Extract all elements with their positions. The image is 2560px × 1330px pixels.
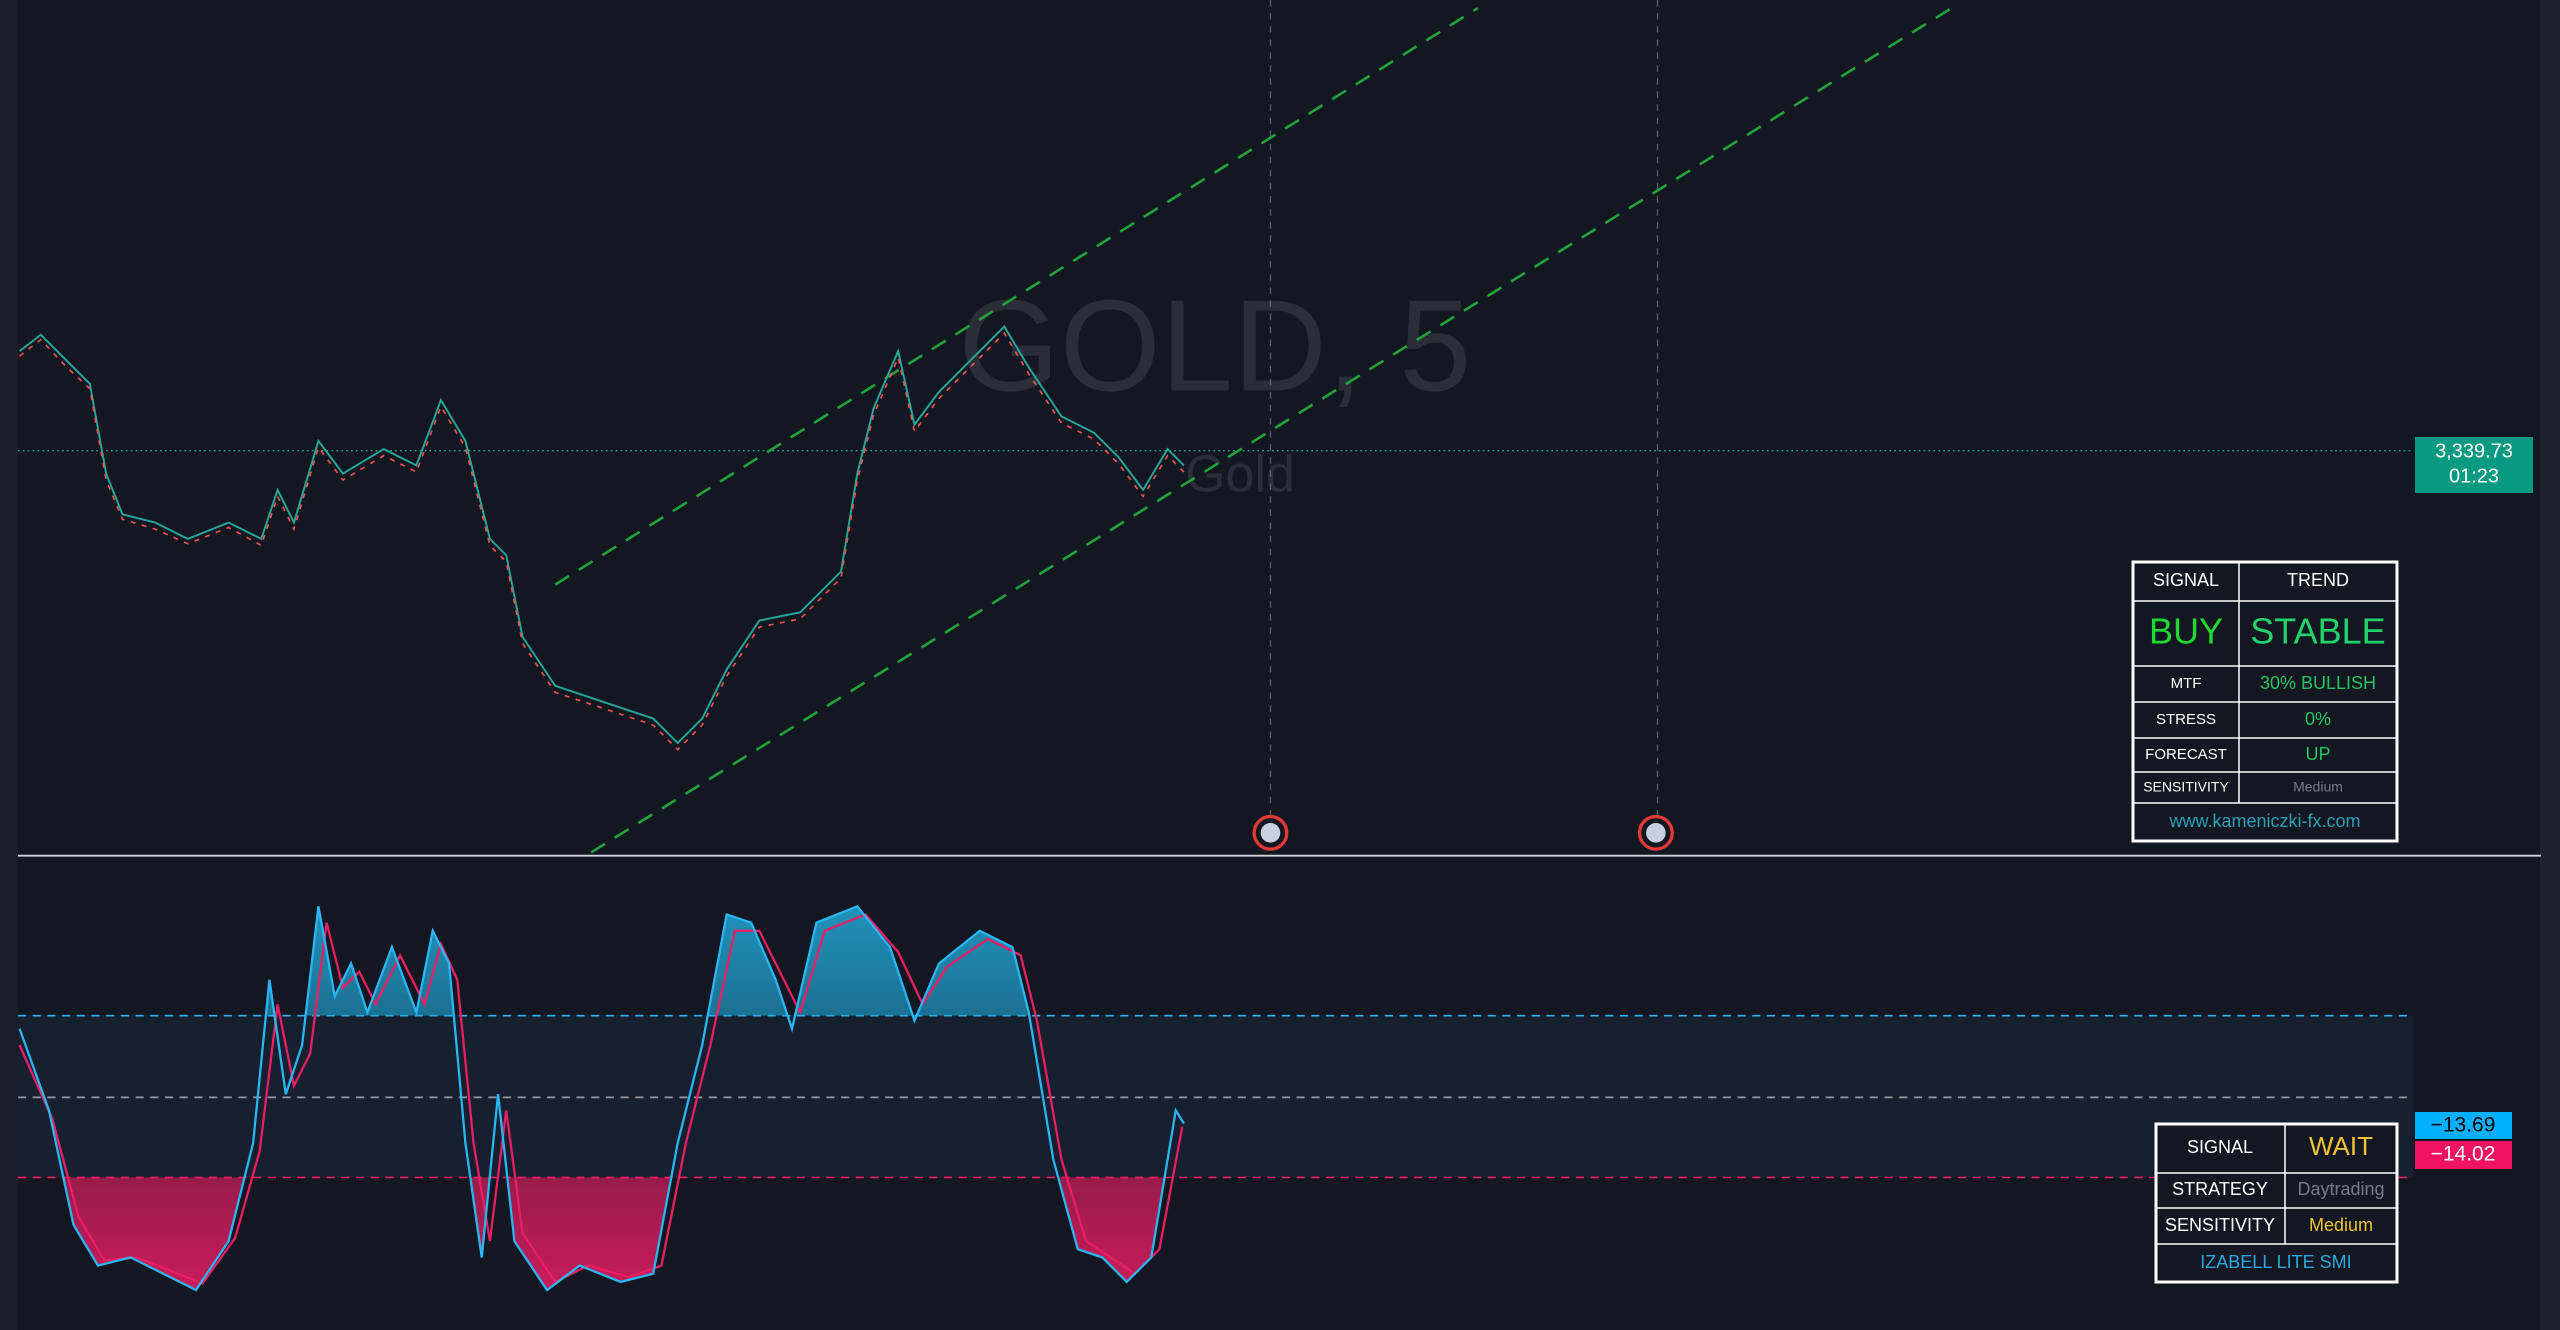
row-label: SENSITIVITY (2165, 1215, 2275, 1235)
row-value: Daytrading (2297, 1179, 2384, 1199)
row-value: 0% (2305, 709, 2331, 729)
trend-value: STABLE (2250, 611, 2385, 652)
oscillator-table: SIGNAL WAIT STRATEGY Daytrading SENSITIV… (2154, 1122, 2399, 1284)
event-icon (1637, 814, 1674, 851)
price-label-box (2415, 437, 2533, 493)
smi-value: −13.69 (2431, 1114, 2496, 1137)
row-value: UP (2305, 744, 2330, 764)
signal-value: −14.02 (2431, 1143, 2496, 1166)
left-edge (0, 0, 18, 1330)
price-path (18, 325, 1185, 745)
row-value: WAIT (2309, 1131, 2373, 1161)
layout-drawing (17, 0, 2541, 1292)
event-icon (1252, 814, 1289, 851)
row-label: STRATEGY (2172, 1179, 2268, 1199)
right-edge (2540, 0, 2560, 1330)
signal-table: SIGNAL TREND BUY STABLE MTF 30% BULLISH … (2131, 560, 2399, 843)
table-header: TREND (2287, 570, 2349, 590)
row-label: MTF (2171, 675, 2202, 692)
signal-value: BUY (2149, 611, 2223, 652)
indicator-name: IZABELL LITE SMI (2200, 1252, 2351, 1272)
price-path-down (19, 331, 1185, 751)
channel-line (554, 7, 1479, 586)
channel-line (590, 7, 1953, 854)
row-label: SIGNAL (2187, 1137, 2253, 1157)
row-label: FORECAST (2145, 746, 2227, 763)
row-label: STRESS (2156, 711, 2216, 728)
price-label: 3,339.73 (2435, 440, 2513, 462)
row-label: SENSITIVITY (2143, 779, 2229, 795)
watermark-symbol: GOLD, 5 (959, 272, 1472, 418)
signal-line (18, 913, 1184, 1285)
overbought-fill (19, 906, 1184, 1016)
row-value: 30% BULLISH (2260, 673, 2376, 693)
row-value: Medium (2293, 779, 2343, 795)
countdown-label: 01:23 (2449, 465, 2499, 487)
oversold-fill (19, 1177, 1184, 1291)
watermark-description: Gold (1185, 446, 1295, 504)
row-value: Medium (2309, 1215, 2373, 1235)
signal-value-box (2415, 1141, 2512, 1169)
footer-link: www.kameniczki-fx.com (2168, 811, 2360, 831)
table-header: SIGNAL (2153, 570, 2219, 590)
smi-value-box (2415, 1112, 2512, 1139)
smi-line (18, 904, 1185, 1292)
